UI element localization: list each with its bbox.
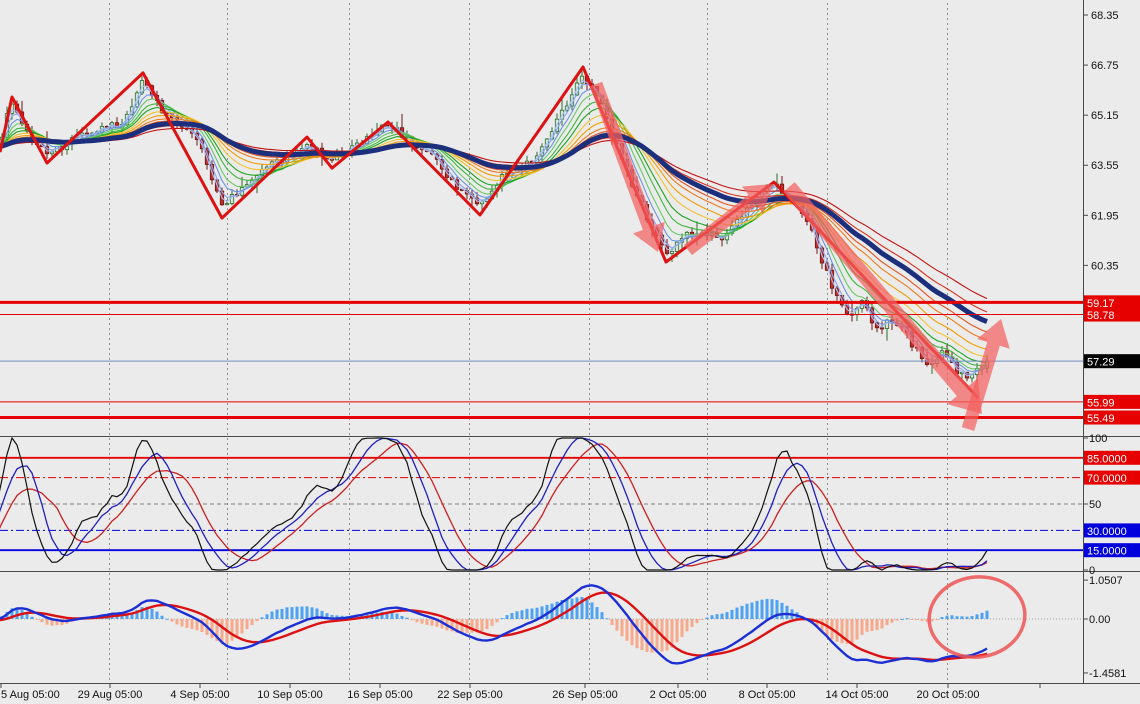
y-axis-label: 60.35: [1091, 260, 1119, 272]
panel-frame: [0, 0, 1140, 684]
oscillator-level-badge: 15.0000: [1087, 546, 1127, 558]
y-axis-label: 65.15: [1091, 110, 1119, 122]
macd-panel[interactable]: [0, 584, 1083, 665]
date-label: 5 Aug 05:00: [1, 689, 60, 701]
oscillator-level-badge: 85.0000: [1087, 453, 1127, 465]
slow-ma-line: [0, 121, 988, 324]
oscillator-axis-label: 0: [1089, 565, 1095, 577]
oscillator-level-badge: 70.0000: [1087, 473, 1127, 485]
date-label: 29 Aug 05:00: [78, 689, 143, 701]
date-label: 2 Oct 05:00: [650, 689, 707, 701]
macd-axis-label: 1.0507: [1089, 575, 1123, 587]
oscillator-main-line: [0, 437, 988, 571]
date-label: 20 Oct 05:00: [917, 689, 980, 701]
trend-arrow-down-1[interactable]: [589, 81, 665, 252]
oscillator-axis-label: 100: [1089, 433, 1107, 445]
date-label: 8 Oct 05:00: [739, 689, 796, 701]
zigzag-line[interactable]: [0, 65, 980, 399]
annotations-layer[interactable]: [589, 81, 1030, 664]
y-axis-label: 61.95: [1091, 210, 1119, 222]
trend-arrow-down-2[interactable]: [783, 182, 982, 414]
date-label: 14 Oct 05:00: [826, 689, 889, 701]
date-label: 10 Sep 05:00: [257, 689, 322, 701]
highlight-ellipse[interactable]: [924, 571, 1030, 664]
price-axis[interactable]: 68.35 66.75 65.15 63.55 61.95 60.35 59.1758.78…: [1083, 10, 1140, 680]
current-price-badge: 57.29: [1087, 357, 1115, 369]
oscillator-levels-layer: [0, 456, 1083, 552]
y-axis-label: 68.35: [1091, 10, 1119, 22]
trend-arrow-up-2[interactable]: [961, 319, 1010, 431]
trend-arrow-up-1[interactable]: [684, 184, 773, 256]
oscillator-level-badge: 30.0000: [1087, 526, 1127, 538]
y-axis-label: 63.55: [1091, 160, 1119, 172]
macd-signal-line: [0, 591, 988, 662]
date-label: 4 Sep 05:00: [170, 689, 229, 701]
macd-main-line: [0, 584, 988, 665]
date-label: 16 Sep 05:00: [347, 689, 412, 701]
oscillator-blue-line: [0, 437, 988, 571]
oscillator-panel[interactable]: [0, 437, 988, 571]
price-level-badge: 58.78: [1087, 310, 1115, 322]
date-label: 26 Sep 05:00: [552, 689, 617, 701]
oscillator-axis-label: 50: [1089, 499, 1101, 511]
macd-axis-label: -1.4581: [1089, 668, 1126, 680]
macd-axis-label: 0.00: [1089, 614, 1110, 626]
time-axis[interactable]: 5 Aug 05:00 29 Aug 05:00 4 Sep 05:00 10 Sep…: [0, 683, 1041, 701]
date-label: 22 Sep 05:00: [437, 689, 502, 701]
price-level-badge: 59.17: [1087, 298, 1115, 310]
price-level-badge: 55.99: [1087, 397, 1115, 409]
price-level-badge: 55.49: [1087, 413, 1115, 425]
y-axis-label: 66.75: [1091, 60, 1119, 72]
